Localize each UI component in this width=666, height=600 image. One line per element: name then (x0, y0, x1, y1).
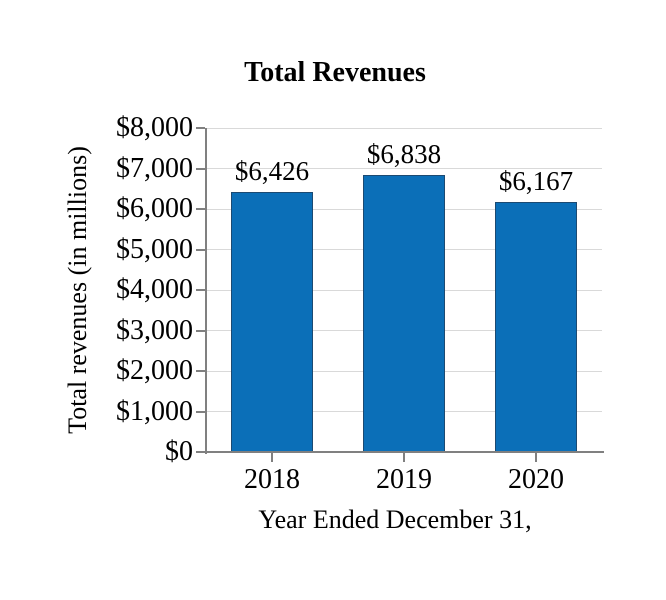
bar-2019 (363, 175, 445, 452)
y-tick-label: $5,000 (116, 233, 193, 265)
y-tick-label: $6,000 (116, 193, 193, 224)
y-axis-tick (196, 289, 205, 291)
x-axis-line (196, 451, 604, 453)
x-axis-title: Year Ended December 31, (258, 505, 532, 534)
y-axis-line (205, 128, 207, 454)
bar-value-label: $6,426 (234, 155, 310, 186)
y-tick-label: $2,000 (116, 355, 193, 386)
y-axis-tick (196, 329, 205, 332)
y-tick-label: $0 (165, 436, 193, 467)
y-tick-label: $8,000 (116, 112, 193, 143)
y-axis-tick (196, 167, 205, 170)
x-axis-tick (403, 453, 405, 462)
x-axis-tick (535, 453, 537, 462)
y-axis-tick (196, 208, 205, 210)
bar-value-label: $6,167 (498, 166, 574, 197)
y-axis-tick (196, 248, 205, 251)
x-axis-tick (271, 453, 273, 462)
gridline (206, 168, 602, 169)
y-axis-tick (196, 127, 205, 129)
x-tick-label: 2019 (376, 464, 432, 495)
x-tick-label: 2020 (508, 464, 564, 495)
chart-title: Total Revenues (244, 57, 426, 88)
y-axis-tick (196, 410, 205, 413)
y-tick-label: $3,000 (116, 314, 193, 346)
y-tick-label: $7,000 (116, 152, 193, 184)
y-tick-label: $1,000 (116, 395, 193, 427)
bar-2020 (495, 202, 577, 452)
bar-2018 (231, 191, 313, 452)
y-axis-tick (196, 370, 205, 372)
y-tick-label: $4,000 (116, 274, 193, 305)
bar-value-label: $6,838 (366, 139, 442, 170)
x-tick-label: 2018 (244, 464, 300, 495)
gridline (206, 127, 602, 129)
